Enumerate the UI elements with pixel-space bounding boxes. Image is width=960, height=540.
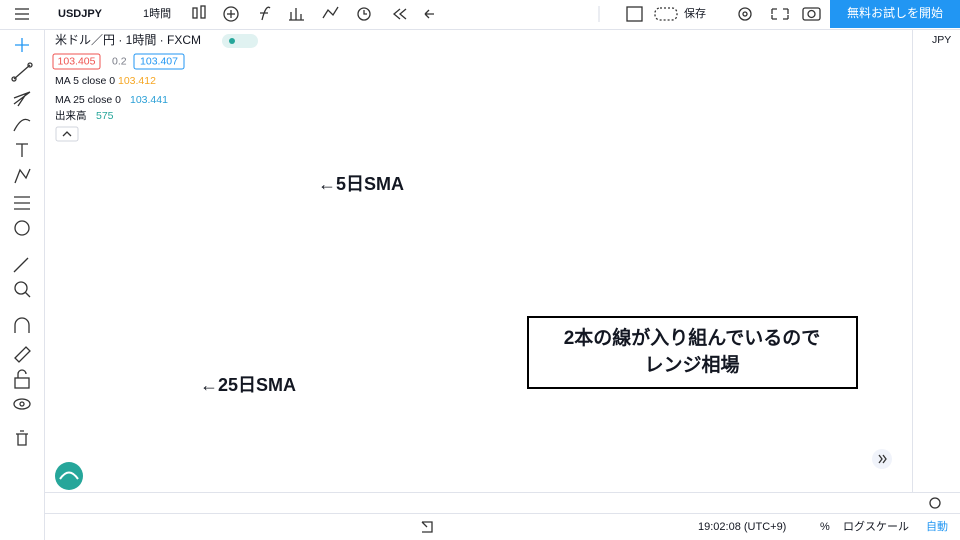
goto-icon[interactable] [421, 521, 433, 533]
save-button[interactable]: 保存 [684, 6, 706, 20]
drawing-tools[interactable] [11, 38, 33, 446]
annotation: ←5日SMA [318, 174, 404, 194]
clock: 19:02:08 (UTC+9) [698, 521, 786, 533]
collapse-icon [62, 131, 72, 137]
legend-title: 米ドル／円 · 1時間 · FXCM [55, 33, 201, 47]
ma25-value: 103.441 [130, 94, 168, 106]
bid[interactable]: 103.405 [58, 55, 96, 67]
logo-mark [59, 471, 79, 480]
ma25-name: MA 25 close 0 [55, 94, 121, 106]
ask-box[interactable] [133, 53, 185, 70]
collapse-button[interactable] [55, 126, 79, 142]
currency: JPY [932, 34, 951, 46]
volume-value: 575 [96, 110, 114, 122]
log-toggle[interactable]: ログスケール [843, 519, 909, 533]
volume-name: 出来高 [55, 109, 87, 122]
percent-toggle[interactable]: % [820, 521, 830, 533]
menu-icon[interactable] [15, 8, 29, 20]
auto-toggle[interactable]: 自動 [926, 519, 948, 533]
trial-label[interactable]: 無料お試しを開始 [847, 5, 943, 20]
bid-box[interactable] [52, 53, 101, 70]
status-pill [222, 34, 258, 48]
trial-button[interactable] [830, 0, 960, 28]
settings-icon[interactable] [929, 497, 941, 509]
ma5-name: MA 5 close 0 [55, 75, 115, 87]
note-line: 2本の線が入り組んでいるので [564, 326, 821, 349]
ma5-value: 103.412 [118, 75, 156, 87]
scroll-icon [878, 454, 887, 464]
interval[interactable]: 1時間 [143, 7, 171, 20]
spread: 0.2 [112, 55, 127, 67]
annotation: ←25日SMA [200, 375, 296, 395]
logo[interactable] [55, 462, 83, 490]
note-box [527, 316, 858, 389]
ask[interactable]: 103.407 [140, 55, 178, 67]
symbol[interactable]: USDJPY [58, 8, 103, 20]
status-dot [229, 38, 235, 44]
note-line: レンジ相場 [644, 354, 739, 376]
toolbar-icons[interactable] [192, 5, 821, 22]
